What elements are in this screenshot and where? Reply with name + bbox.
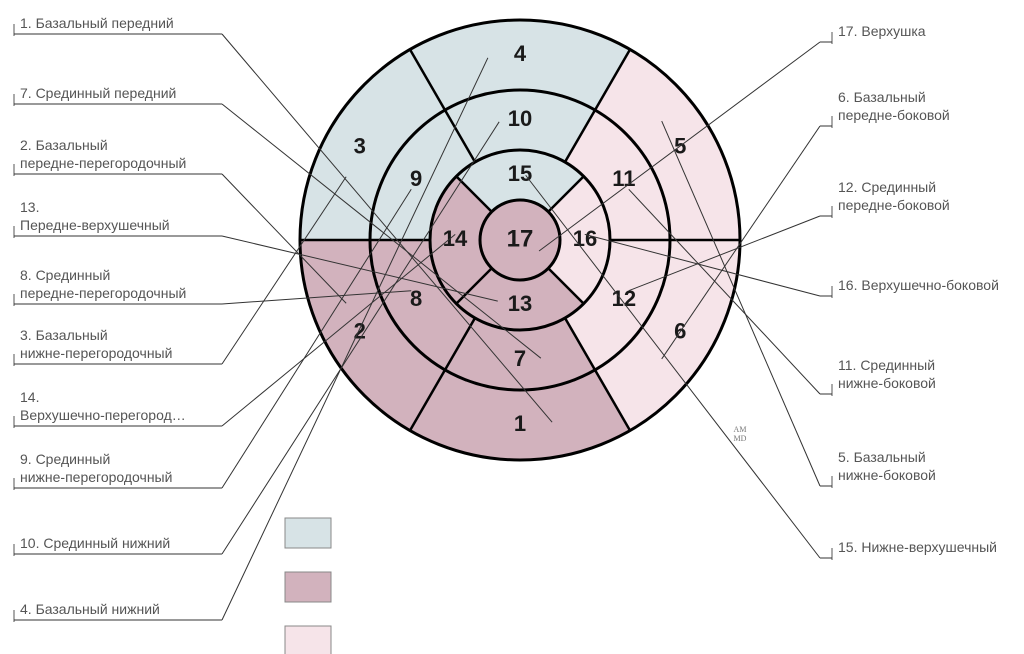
callout-text-11-1: нижне-боковой — [838, 375, 936, 391]
bullseye-diagram: 12345678910111213141516171. Базальный пе… — [0, 0, 1024, 654]
credit-line-2: MD — [734, 434, 747, 443]
segment-num-10: 10 — [508, 106, 532, 131]
callout-text-5-0: 5. Базальный — [838, 449, 926, 465]
legend-swatch-0 — [285, 518, 331, 548]
callout-text-17-0: 17. Верхушка — [838, 23, 926, 39]
segment-num-17: 17 — [507, 225, 534, 252]
callout-text-6-1: передне-боковой — [838, 107, 950, 123]
callout-text-9-1: нижне-перегородочный — [20, 469, 172, 485]
callout-text-15-0: 15. Нижне-верхушечный — [838, 539, 997, 555]
segment-num-13: 13 — [508, 291, 532, 316]
legend-swatch-1 — [285, 572, 331, 602]
callout-text-5-1: нижне-боковой — [838, 467, 936, 483]
callout-text-2-1: передне-перегородочный — [20, 155, 186, 171]
callout-text-7-0: 7. Срединный передний — [20, 85, 176, 101]
callout-text-3-0: 3. Базальный — [20, 327, 108, 343]
callout-text-9-0: 9. Срединный — [20, 451, 110, 467]
callout-text-16-0: 16. Верхушечно-боковой — [838, 277, 999, 293]
credit-line-1: AM — [734, 425, 747, 434]
segment-num-7: 7 — [514, 346, 526, 371]
callout-text-4-0: 4. Базальный нижний — [20, 601, 160, 617]
callout-text-6-0: 6. Базальный — [838, 89, 926, 105]
segment-num-16: 16 — [573, 226, 597, 251]
callout-text-10-0: 10. Срединный нижний — [20, 535, 170, 551]
segment-num-11: 11 — [612, 166, 635, 191]
segment-num-3: 3 — [354, 133, 366, 158]
callout-text-14-0: 14. — [20, 389, 39, 405]
callout-text-13-1: Передне-верхушечный — [20, 217, 170, 233]
segment-num-8: 8 — [410, 286, 422, 311]
callout-text-12-1: передне-боковой — [838, 197, 950, 213]
callout-text-3-1: нижне-перегородочный — [20, 345, 172, 361]
legend-swatch-2 — [285, 626, 331, 654]
segment-num-15: 15 — [508, 161, 532, 186]
callout-text-11-0: 11. Срединный — [838, 357, 935, 373]
callout-text-1-0: 1. Базальный передний — [20, 15, 174, 31]
callout-text-14-1: Верхушечно-перегород… — [20, 407, 186, 423]
segment-num-1: 1 — [514, 411, 526, 436]
segment-num-9: 9 — [410, 166, 422, 191]
callout-text-2-0: 2. Базальный — [20, 137, 108, 153]
callout-text-8-0: 8. Срединный — [20, 267, 110, 283]
callout-text-12-0: 12. Срединный — [838, 179, 936, 195]
callout-text-8-1: передне-перегородочный — [20, 285, 186, 301]
segment-num-4: 4 — [514, 41, 527, 66]
callout-text-13-0: 13. — [20, 199, 39, 215]
segment-num-14: 14 — [443, 226, 468, 251]
